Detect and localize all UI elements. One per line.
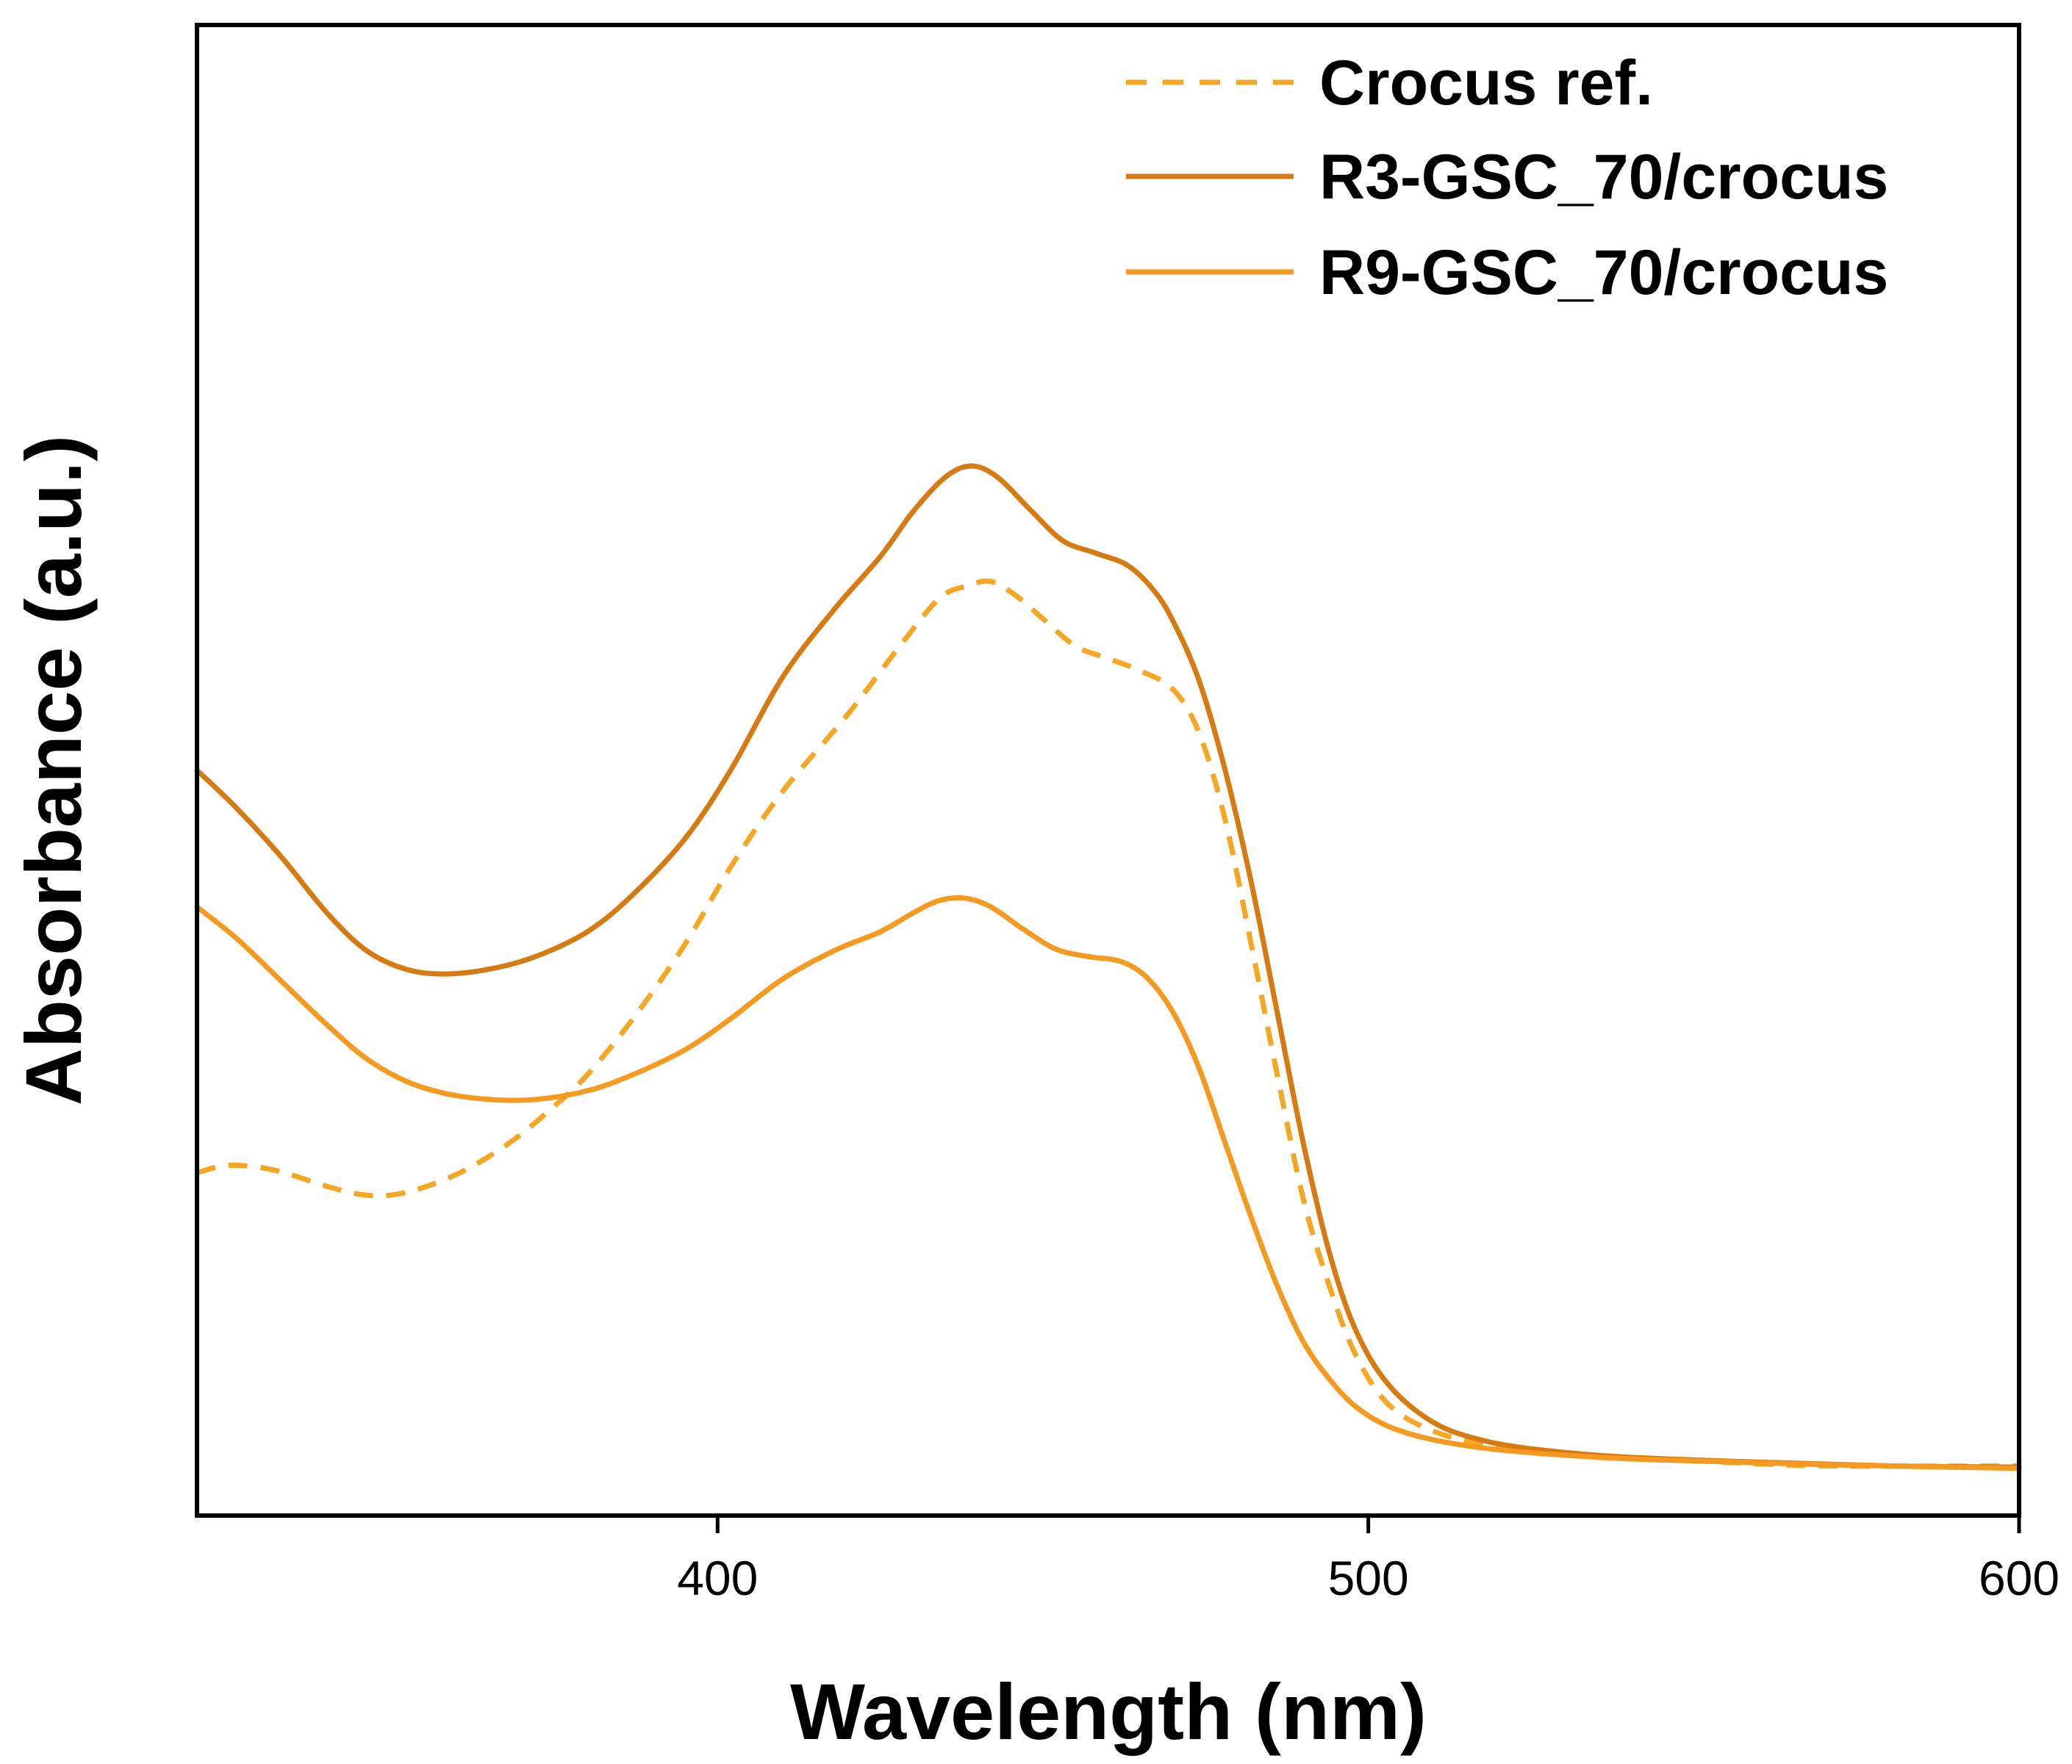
x-axis: 400 500 600 [677, 1516, 2060, 1605]
legend: Crocus ref. R3-GSC_70/crocus R9-GSC_70/cro… [1126, 48, 1888, 308]
plot-frame [195, 23, 2021, 1518]
legend-label-r9-gsc-70-crocus: R9-GSC_70/crocus [1319, 237, 1888, 308]
x-tick-label-600: 600 [1979, 1551, 2060, 1605]
series-layer [194, 463, 2022, 1471]
x-tick-label-500: 500 [1328, 1551, 1409, 1605]
legend-label-r3-gsc-70-crocus: R3-GSC_70/crocus [1319, 142, 1888, 212]
x-axis-title: Wavelength (nm) [790, 1667, 1427, 1756]
y-axis-title: Absorbance (a.u.) [9, 435, 98, 1105]
x-tick-label-400: 400 [677, 1551, 758, 1605]
series-line-r9-gsc-70-crocus [194, 895, 2022, 1471]
legend-label-crocus-ref: Crocus ref. [1319, 48, 1653, 118]
series-line-crocus-ref [196, 578, 2020, 1469]
series-line-r3-gsc-70-crocus [194, 463, 2022, 1470]
